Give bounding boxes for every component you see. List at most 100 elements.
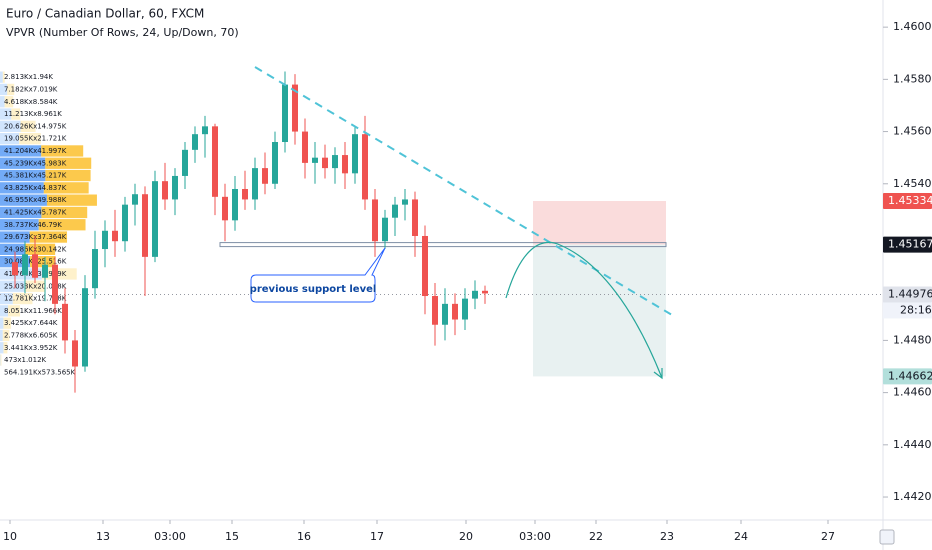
vpvr-label: 43.825Kx44.837K (4, 184, 67, 192)
candle-body (222, 196, 228, 221)
support-line[interactable] (219, 242, 667, 248)
vpvr-up (0, 292, 13, 305)
vpvr-up (0, 169, 46, 182)
candle-body (12, 262, 18, 276)
candle-body (252, 168, 258, 200)
vpvr-up (0, 71, 3, 83)
vpvr-down (2, 71, 5, 83)
candle-body (132, 194, 138, 205)
candle-body (312, 157, 318, 163)
x-tick-label: 20 (459, 530, 473, 543)
vpvr-up (0, 120, 21, 132)
vpvr-down (41, 268, 77, 280)
candle-body (62, 303, 68, 341)
vpvr-up (0, 157, 46, 169)
vpvr-down (2, 329, 10, 342)
vpvr-down (8, 305, 21, 317)
vpvr-label: 19.055Kx21.721K (4, 135, 67, 143)
vpvr-down (45, 169, 91, 182)
vpvr-down (12, 292, 33, 305)
candle-body (442, 303, 448, 325)
candle-body (282, 84, 288, 143)
y-tick-label: 1.44800 (893, 333, 932, 346)
vpvr-up (0, 243, 25, 255)
candle-body (462, 298, 468, 320)
y-tick-label: 1.44600 (893, 386, 932, 399)
vpvr-down (11, 108, 21, 120)
price-badge (883, 236, 932, 253)
candle-body (162, 181, 168, 200)
price-badge (883, 368, 932, 385)
candle-body (102, 230, 108, 250)
vpvr-up (0, 133, 20, 145)
vpvr-label: 3.425Kx7.644K (4, 319, 58, 327)
stop-zone[interactable] (533, 201, 666, 245)
price-badge (883, 286, 932, 303)
vpvr-down (45, 157, 92, 169)
vpvr-down (41, 206, 88, 219)
vpvr-up (0, 219, 39, 231)
candle-body (122, 204, 128, 242)
trend-line[interactable] (254, 66, 673, 316)
target-zone[interactable] (533, 244, 666, 377)
chart-title: Euro / Canadian Dollar, 60, FXCM (6, 7, 204, 21)
y-tick-label: 1.45600 (893, 125, 932, 138)
projection-arrow[interactable] (505, 241, 663, 379)
vpvr-up (0, 268, 42, 280)
candle-body (392, 204, 398, 218)
candle-body (82, 288, 88, 367)
candle-body (72, 340, 78, 367)
vpvr-label: 2.778Kx6.605K (4, 331, 58, 339)
x-tick-label: 24 (734, 530, 748, 543)
vpvr-up (0, 145, 42, 157)
vpvr-up (0, 305, 9, 317)
vpvr-down (20, 120, 36, 132)
x-tick-label: 13 (96, 530, 110, 543)
candle-body (452, 303, 458, 320)
price-badge (883, 193, 932, 210)
vpvr-label: 45.239Kx45.983K (4, 159, 67, 167)
candle-body (212, 126, 218, 197)
vpvr-down (30, 256, 56, 268)
candle-body (242, 188, 248, 200)
indicator-title: VPVR (Number Of Rows, 24, Up/Down, 70) (6, 26, 239, 39)
candle-body (382, 217, 388, 242)
vpvr-down (7, 83, 15, 96)
vpvr-down (0, 354, 2, 366)
candle-body (482, 290, 488, 294)
vpvr-down (43, 182, 89, 194)
vpvr-up (0, 231, 30, 243)
vpvr-down (3, 342, 8, 354)
vpvr-label: 25.033Kx20.008K (4, 282, 67, 290)
settings-button[interactable] (879, 529, 895, 545)
callout[interactable] (250, 247, 386, 303)
vpvr-up (0, 280, 26, 292)
x-tick-label: 03:00 (519, 530, 551, 543)
x-tick-label: 16 (297, 530, 311, 543)
y-tick-label: 1.46000 (893, 20, 932, 33)
position-tool[interactable] (0, 201, 883, 377)
candle-body (342, 155, 348, 174)
candle-body (322, 157, 328, 169)
candle-body (172, 175, 178, 200)
candle-body (432, 296, 438, 325)
vpvr-label: 45.381Kx45.217K (4, 172, 67, 180)
candle-body (352, 134, 358, 174)
countdown: 28:16 (900, 303, 932, 316)
x-tick-label: 17 (370, 530, 384, 543)
x-tick-label: 10 (3, 530, 17, 543)
vpvr-down (29, 231, 68, 243)
candle-body (232, 188, 238, 221)
callout-text: previous support level (250, 284, 377, 295)
vpvr-label: 41.204Kx41.997K (4, 147, 67, 155)
price-badge-label: 1.45167 (888, 238, 932, 251)
vpvr-up (0, 342, 4, 354)
vpvr-label: 7.182Kx7.019K (4, 85, 58, 93)
vpvr-label: 4.618Kx8.584K (4, 98, 58, 106)
candle-body (362, 134, 368, 200)
vpvr-down (46, 194, 97, 206)
y-tick-label: 1.44200 (893, 490, 932, 503)
candle-body (192, 134, 198, 150)
candle-body (202, 126, 208, 135)
